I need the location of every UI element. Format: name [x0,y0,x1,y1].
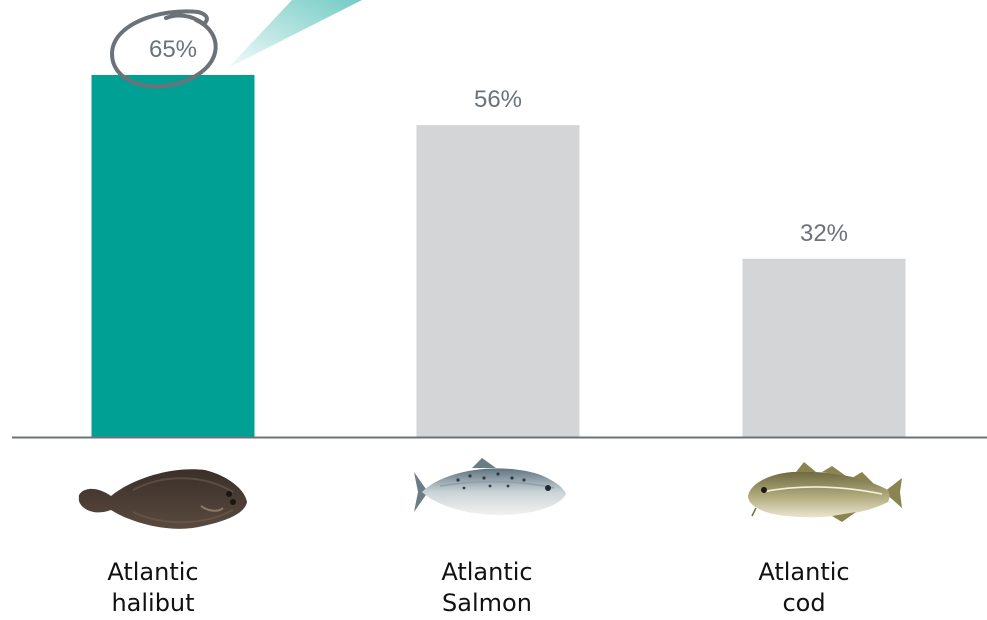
category-label-salmon: Atlantic Salmon [397,557,577,619]
salmon-fish-icon [414,458,566,516]
value-label-salmon: 56% [474,86,522,113]
highlight-circle [109,9,218,89]
category-label-line: Atlantic [758,558,850,586]
category-label-line: cod [782,589,826,617]
category-label-line: halibut [111,589,195,617]
category-label-line: Atlantic [441,558,533,586]
highlight-beam [228,0,362,68]
category-label-cod: Atlantic cod [714,557,894,619]
category-label-line: Salmon [442,589,532,617]
value-label-halibut: 65% [149,36,197,63]
value-label-cod: 32% [800,220,848,247]
bar-halibut [91,75,255,437]
cod-fish-icon [748,462,902,522]
bar-cod [742,258,906,437]
category-label-halibut: Atlantic halibut [63,557,243,619]
category-label-line: Atlantic [107,558,199,586]
halibut-fish-icon [78,469,247,529]
bar-salmon [416,125,580,437]
